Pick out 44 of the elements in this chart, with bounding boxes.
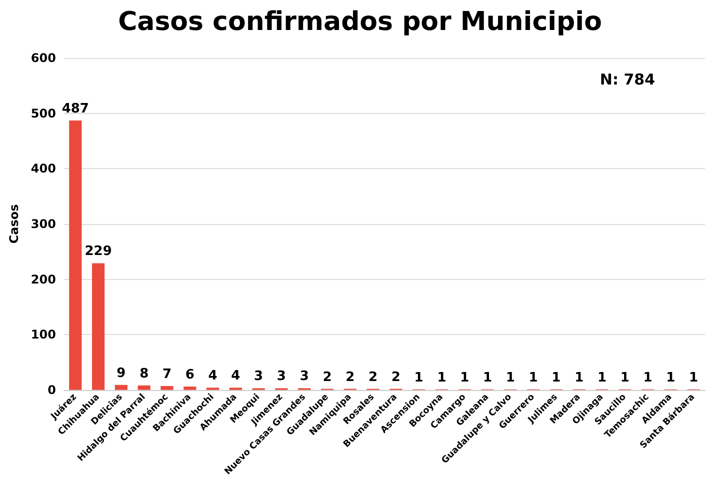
y-axis-title: Casos [7, 204, 21, 244]
data-label: 1 [482, 370, 492, 386]
bar [160, 386, 174, 390]
chart-title: Casos confirmados por Municipio [118, 7, 602, 37]
data-label: 1 [437, 370, 446, 386]
data-label: 1 [414, 370, 424, 386]
y-tick-label: 500 [30, 106, 56, 120]
data-label: 4 [231, 368, 240, 384]
data-label: 3 [300, 369, 309, 384]
data-label: 1 [528, 370, 538, 386]
data-label: 8 [140, 366, 149, 382]
data-label: 7 [162, 367, 172, 382]
bar [138, 385, 150, 390]
data-label: 2 [346, 370, 355, 385]
annotation: N: 784 [600, 70, 656, 88]
bar [114, 384, 128, 390]
data-label: 1 [574, 370, 584, 386]
y-tick-label: 300 [30, 216, 56, 231]
data-label: 2 [368, 370, 378, 385]
data-label: 1 [620, 370, 630, 386]
bar [69, 120, 82, 390]
data-label: 4 [208, 368, 218, 384]
data-label: 1 [552, 370, 561, 386]
y-tick-label: 100 [30, 328, 56, 342]
data-label: 3 [254, 369, 264, 384]
y-tick-label: 200 [30, 272, 56, 286]
data-label: 1 [666, 370, 676, 386]
data-label: 9 [116, 366, 126, 381]
bar [92, 263, 105, 390]
data-label: 6 [185, 368, 194, 383]
data-label: 3 [276, 369, 286, 384]
data-label: 1 [689, 370, 698, 386]
data-label: 1 [460, 370, 470, 386]
y-tick-label: 600 [30, 51, 56, 65]
data-label: 487 [62, 102, 89, 117]
data-label: 2 [391, 370, 400, 385]
data-label: 2 [322, 370, 332, 385]
bar [184, 386, 196, 390]
data-label: 1 [597, 370, 606, 386]
data-label: 229 [84, 244, 112, 260]
y-tick-label: 400 [30, 162, 56, 176]
y-tick-label: 0 [48, 382, 56, 397]
data-label: 1 [643, 370, 652, 386]
data-label: 1 [506, 370, 515, 386]
